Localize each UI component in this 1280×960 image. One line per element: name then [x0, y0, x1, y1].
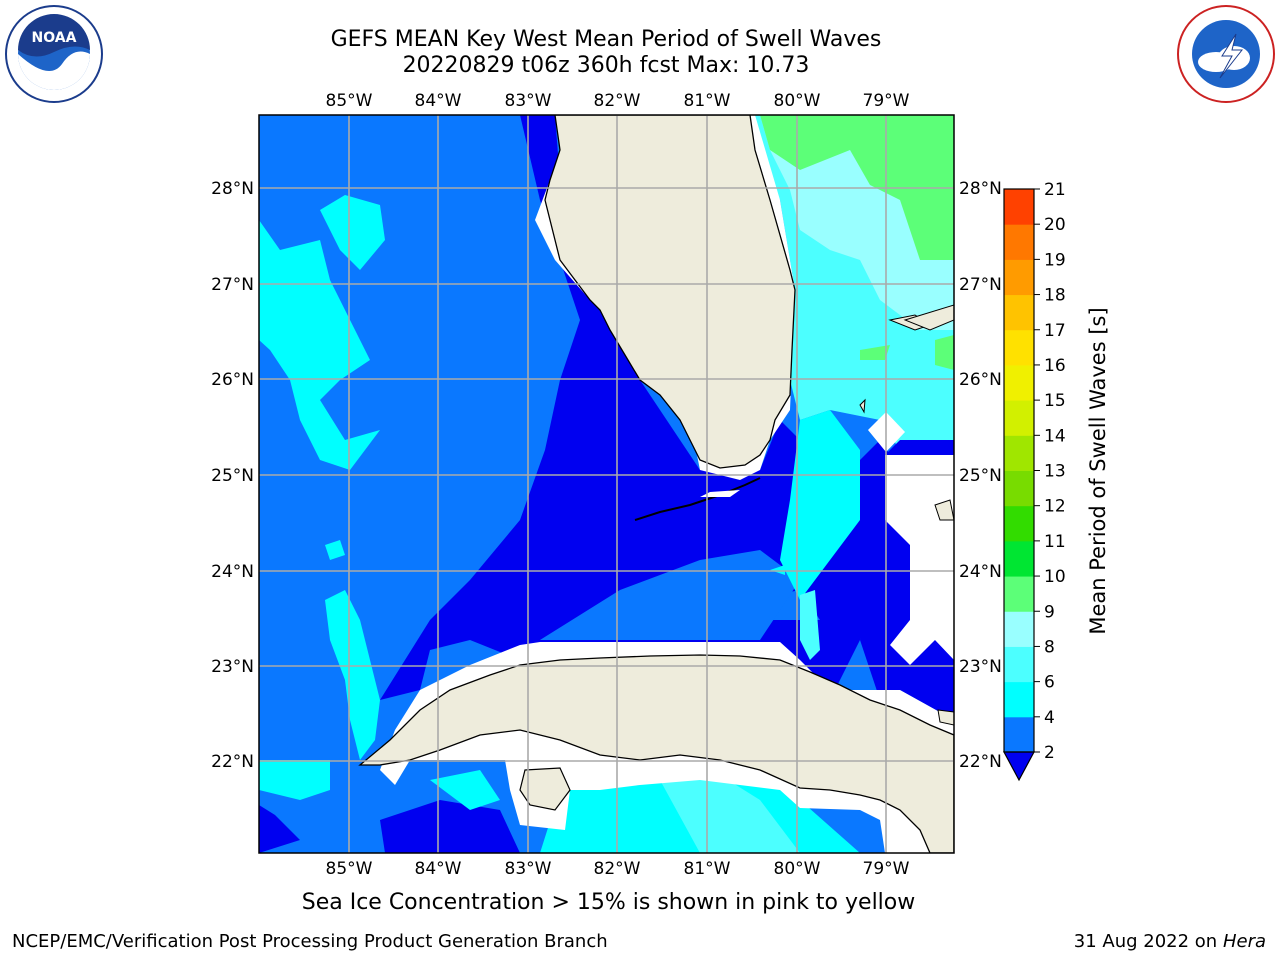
- colorbar-tick-label: 11: [1044, 532, 1066, 552]
- colorbar-segment: [1004, 611, 1034, 647]
- lon-label-bottom: 83°W: [505, 859, 552, 879]
- lon-label-bottom: 81°W: [684, 859, 731, 879]
- colorbar-tick-label: 20: [1044, 215, 1066, 235]
- ocean-9-10-zone: [760, 115, 954, 260]
- lat-label-right: 23°N: [959, 657, 1002, 677]
- lon-label-top: 79°W: [863, 91, 910, 111]
- ocean-lt2-zone: [380, 115, 900, 700]
- colorbar-tick-label: 2: [1044, 743, 1055, 763]
- colorbar-segment: [1004, 400, 1034, 436]
- colorbar-tick-label: 14: [1044, 426, 1066, 446]
- colorbar-tick-label: 8: [1044, 637, 1055, 657]
- colorbar-tick-label: 10: [1044, 567, 1066, 587]
- colorbar-segment: [1004, 224, 1034, 260]
- lat-label-left: 25°N: [211, 466, 254, 486]
- lat-label-right: 24°N: [959, 562, 1002, 582]
- isle-of-youth: [519, 767, 571, 811]
- lat-label-left: 24°N: [211, 562, 254, 582]
- noaa-logo-text: NOAA: [32, 30, 77, 46]
- colorbar-segment: [1004, 540, 1034, 577]
- lon-label-top: 82°W: [594, 91, 641, 111]
- lat-label-left: 26°N: [211, 370, 254, 390]
- colorbar-tick-label: 6: [1044, 673, 1055, 693]
- colorbar-tick-label: 19: [1044, 250, 1066, 270]
- lon-label-top: 80°W: [774, 91, 821, 111]
- sea-ice-note: Sea Ice Concentration > 15% is shown in …: [301, 890, 916, 915]
- colorbar-tick-label: 13: [1044, 462, 1066, 482]
- lat-label-left: 27°N: [211, 275, 254, 295]
- colorbar-segment: [1004, 681, 1034, 718]
- ocean-4-6-patch: [259, 220, 380, 470]
- run-date: 31 Aug 2022 on Hera: [1074, 931, 1266, 952]
- lat-label-right: 22°N: [959, 752, 1002, 772]
- florida-keys: [634, 477, 761, 521]
- colorbar-segment: [1004, 505, 1034, 542]
- lat-label-right: 26°N: [959, 370, 1002, 390]
- lon-label-bottom: 82°W: [594, 859, 641, 879]
- chart-subtitle: 20220829 t06z 360h fcst Max: 10.73: [402, 53, 810, 78]
- colorbar-segment: [1004, 470, 1034, 507]
- colorbar-tick-label: 16: [1044, 356, 1066, 376]
- colorbar-tick-label: 21: [1044, 180, 1066, 200]
- lat-label-right: 25°N: [959, 466, 1002, 486]
- colorbar-segment: [1004, 259, 1034, 296]
- colorbar-tick-label: 15: [1044, 391, 1066, 411]
- colorbar-segment: [1004, 435, 1034, 471]
- colorbar-segment: [1004, 329, 1034, 366]
- lon-label-bottom: 84°W: [415, 859, 462, 879]
- lon-label-top: 83°W: [505, 91, 552, 111]
- colorbar-tick-label: 18: [1044, 286, 1066, 306]
- colorbar-tick-label: 17: [1044, 321, 1066, 341]
- lat-label-left: 28°N: [211, 179, 254, 199]
- nws-logo: [1177, 5, 1275, 103]
- colorbar-segment: [1004, 576, 1034, 612]
- lon-label-top: 81°W: [684, 91, 731, 111]
- colorbar: 2 4 6 8 9 10 11 12 13 14 15 16 17 18 19 20 21: [1002, 180, 1066, 782]
- lon-label-top: 85°W: [326, 91, 373, 111]
- lat-label-left: 22°N: [211, 752, 254, 772]
- colorbar-tick-label: 12: [1044, 497, 1066, 517]
- colorbar-segment: [1004, 716, 1034, 753]
- lon-label-bottom: 80°W: [774, 859, 821, 879]
- noaa-logo: NOAA: [5, 5, 103, 103]
- producer-credit: NCEP/EMC/Verification Post Processing Pr…: [12, 931, 608, 952]
- colorbar-tick-label: 4: [1044, 708, 1055, 728]
- colorbar-segment: [1004, 646, 1034, 683]
- colorbar-tick-label: 9: [1044, 602, 1055, 622]
- lat-label-right: 28°N: [959, 179, 1002, 199]
- colorbar-segment: [1004, 189, 1034, 225]
- lon-label-top: 84°W: [415, 91, 462, 111]
- lat-label-right: 27°N: [959, 275, 1002, 295]
- cuba-land: [358, 654, 954, 853]
- colorbar-extend-arrow: [1002, 751, 1036, 782]
- lat-label-left: 23°N: [211, 657, 254, 677]
- map-gridlines: [259, 115, 954, 853]
- colorbar-segment: [1004, 294, 1034, 331]
- colorbar-segment: [1004, 364, 1034, 401]
- lon-label-bottom: 85°W: [326, 859, 373, 879]
- map-frame: [258, 114, 955, 854]
- machine-name: Hera: [1222, 931, 1266, 952]
- colorbar-label: Mean Period of Swell Waves [s]: [1086, 307, 1110, 634]
- run-date-text: 31 Aug 2022 on: [1073, 931, 1218, 952]
- chart-title: GEFS MEAN Key West Mean Period of Swell …: [330, 27, 882, 52]
- lon-label-bottom: 79°W: [863, 859, 910, 879]
